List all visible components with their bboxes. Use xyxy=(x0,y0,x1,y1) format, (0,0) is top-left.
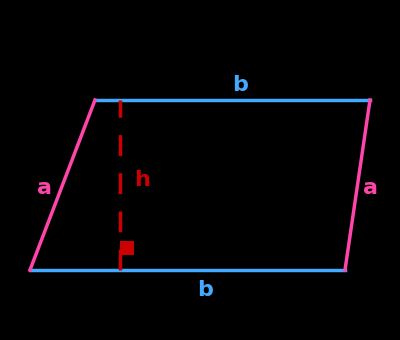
Text: b: b xyxy=(232,75,248,95)
Text: b: b xyxy=(197,280,213,300)
Text: a: a xyxy=(362,178,378,198)
Bar xyxy=(120,241,134,255)
Text: h: h xyxy=(134,170,150,190)
Text: a: a xyxy=(38,178,52,198)
